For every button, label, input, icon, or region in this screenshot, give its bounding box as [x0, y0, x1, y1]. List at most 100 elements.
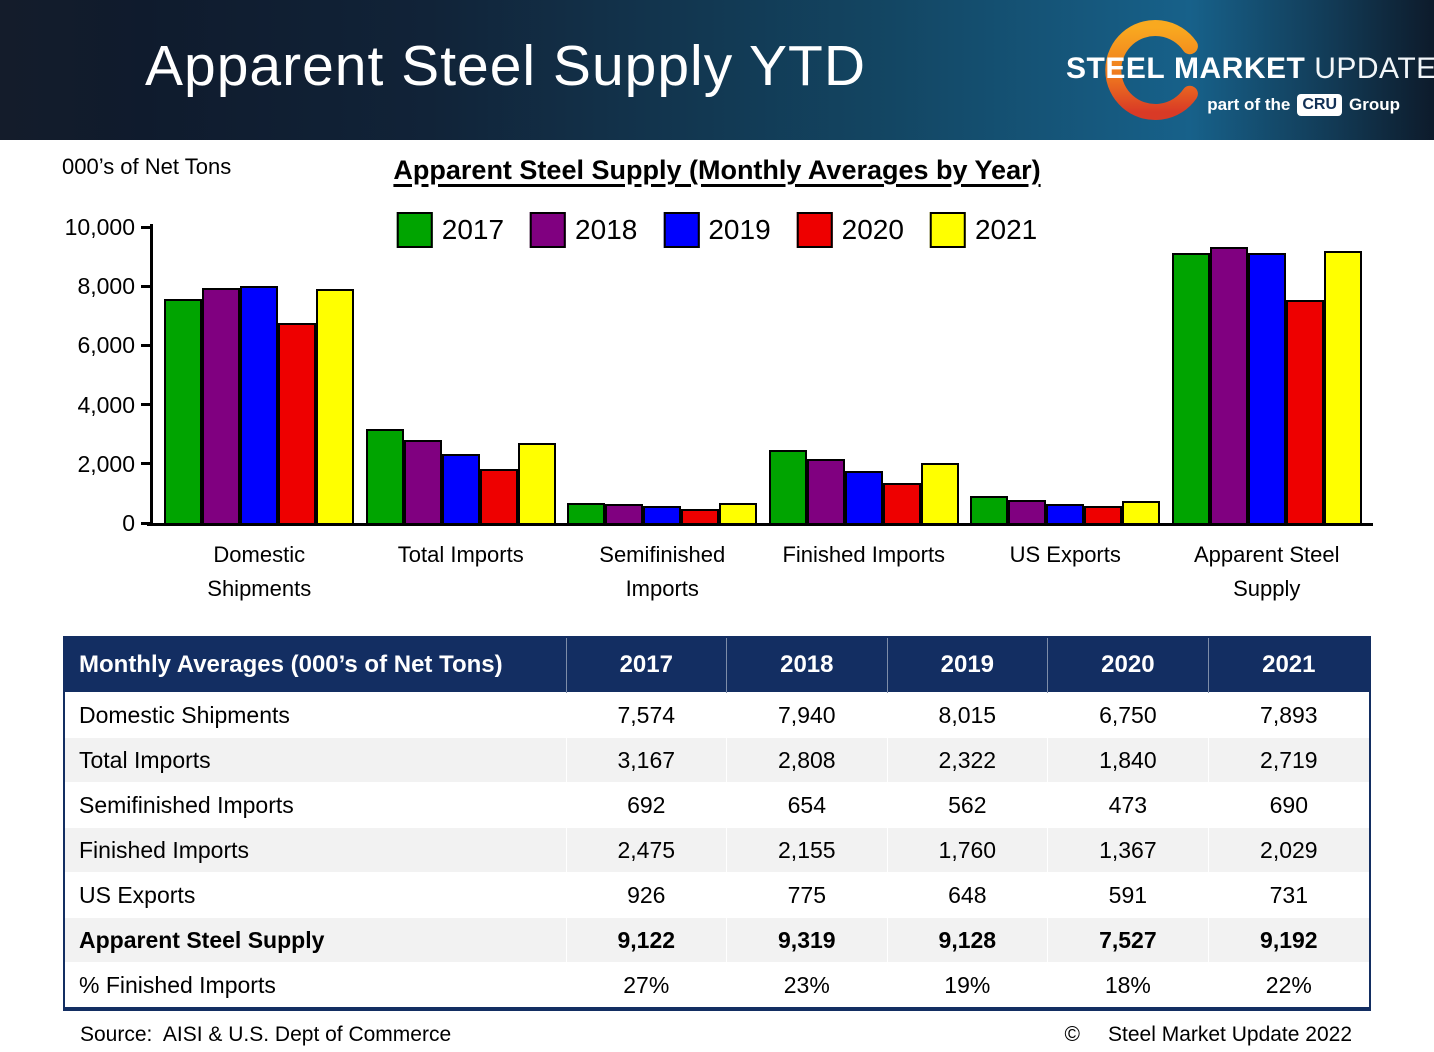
- y-tick-label: 6,000: [77, 332, 135, 359]
- bar-2021-semifinished-imports: [719, 502, 758, 523]
- row-label-cell: % Finished Imports: [63, 962, 567, 1010]
- value-cell-2019-finished-imports: 1,760: [886, 827, 1049, 873]
- bar-2019-finished-imports: [844, 470, 883, 523]
- copyright-symbol: ©: [1064, 1023, 1081, 1046]
- legend-swatch-2017: [396, 212, 433, 248]
- bar-group-finished-imports: [768, 227, 960, 523]
- bar-2020-total-imports: [479, 468, 518, 523]
- logo-steel-text: STEEL: [1066, 52, 1166, 85]
- value-cell-2020-apparent-steel-supply: 7,527: [1047, 917, 1209, 963]
- value-cell-2019-semifinished-imports: 562: [886, 782, 1049, 828]
- table-header-year-2018: 2018: [726, 637, 888, 693]
- bar-2017-apparent-steel-supply: [1171, 253, 1210, 523]
- logo-tagline-prefix: part of the: [1207, 95, 1291, 114]
- row-label-cell: US Exports: [63, 872, 567, 918]
- y-tick-mark: [141, 521, 150, 525]
- value-cell-2020-finished-imports: 18%: [1047, 962, 1209, 1010]
- bar-group-semifinished-imports: [567, 227, 758, 523]
- bar-2019-domestic-shipments: [240, 285, 279, 523]
- value-cell-2020-domestic-shipments: 6,750: [1047, 692, 1209, 738]
- value-cell-2020-us-exports: 591: [1047, 872, 1209, 918]
- footer-source: Source: AISI & U.S. Dept of Commerce: [80, 1023, 452, 1046]
- bar-2019-apparent-steel-supply: [1247, 252, 1286, 523]
- row-label-cell: Finished Imports: [63, 827, 567, 873]
- table-header-year-2017: 2017: [566, 637, 728, 693]
- value-cell-2020-finished-imports: 1,367: [1047, 827, 1209, 873]
- bar-2021-us-exports: [1122, 501, 1161, 523]
- table-row-total-imports: Total Imports 3,167 2,808 2,322 1,840 2,719: [63, 737, 1371, 783]
- table-row-finished-imports: Finished Imports 2,475 2,155 1,760 1,367 2,02…: [63, 827, 1371, 873]
- copyright-text: Steel Market Update 2022: [1108, 1023, 1352, 1046]
- bar-plot-area: [153, 227, 1372, 523]
- table-row-domestic-shipments: Domestic Shipments 7,574 7,940 8,015 6,750 7,…: [63, 692, 1371, 738]
- legend-label-2020: 2020: [841, 214, 904, 245]
- value-cell-2021-us-exports: 731: [1207, 872, 1371, 918]
- data-table: Monthly Averages (000’s of Net Tons) 2017…: [63, 636, 1371, 1011]
- x-axis-label-semifinished-imports: Semifinished Imports: [599, 542, 726, 601]
- y-tick-label: 10,000: [64, 214, 135, 240]
- table-header-row: Monthly Averages (000’s of Net Tons) 2017…: [64, 637, 1371, 693]
- legend-item-2018: 2018: [530, 212, 637, 248]
- y-tick-mark: [141, 343, 150, 347]
- legend-label-2018: 2018: [575, 214, 638, 245]
- value-cell-2018-finished-imports: 2,155: [726, 827, 888, 873]
- bar-2020-semifinished-imports: [681, 509, 720, 523]
- bar-2018-apparent-steel-supply: [1209, 247, 1248, 523]
- legend-label-2021: 2021: [974, 214, 1038, 245]
- value-cell-2019-finished-imports: 19%: [886, 962, 1049, 1010]
- value-cell-2021-domestic-shipments: 7,893: [1207, 692, 1371, 738]
- x-axis-label-apparent-steel-supply: Apparent Steel Supply: [1193, 542, 1340, 601]
- header-banner: Apparent Steel Supply YTD STEEL MARKET U…: [0, 0, 1434, 140]
- legend-swatch-2020: [796, 212, 833, 248]
- value-cell-2019-domestic-shipments: 8,015: [886, 692, 1049, 738]
- bar-2017-us-exports: [970, 495, 1009, 523]
- legend-item-2017: 2017: [396, 212, 504, 248]
- value-cell-2020-total-imports: 1,840: [1047, 737, 1209, 783]
- bar-2020-finished-imports: [882, 482, 921, 523]
- value-cell-2017-semifinished-imports: 692: [565, 782, 728, 828]
- value-cell-2019-us-exports: 648: [886, 872, 1049, 918]
- bar-2020-domestic-shipments: [278, 323, 317, 523]
- logo-group-text: Group: [1349, 95, 1400, 114]
- value-cell-2018-domestic-shipments: 7,940: [726, 692, 888, 738]
- table-header-year-2019: 2019: [887, 637, 1049, 693]
- bar-2018-total-imports: [403, 439, 442, 523]
- legend-item-2019: 2019: [663, 212, 771, 248]
- value-cell-2017-total-imports: 3,167: [565, 737, 728, 783]
- value-cell-2020-semifinished-imports: 473: [1047, 782, 1209, 828]
- legend-item-2021: 2021: [929, 212, 1038, 248]
- bar-2020-apparent-steel-supply: [1285, 300, 1324, 523]
- x-axis-labels: Domestic Shipments Total Imports Semifinis…: [153, 538, 1372, 606]
- row-label-cell: Apparent Steel Supply: [63, 917, 567, 963]
- value-cell-2019-total-imports: 2,322: [886, 737, 1049, 783]
- y-tick-mark: [141, 462, 150, 466]
- x-axis-label-total-imports: Total Imports: [397, 542, 524, 567]
- bar-group-total-imports: [365, 227, 557, 523]
- table-row-apparent-steel-supply: Apparent Steel Supply 9,122 9,319 9,128 7,52…: [63, 917, 1371, 963]
- bar-2019-total-imports: [441, 454, 480, 523]
- x-axis-label-finished-imports: Finished Imports: [782, 542, 946, 567]
- bar-2019-us-exports: [1046, 503, 1085, 523]
- logo-wordmark: STEEL MARKET UPDATE: [1066, 52, 1434, 86]
- bar-2021-total-imports: [517, 442, 556, 523]
- value-cell-2021-apparent-steel-supply: 9,192: [1207, 917, 1371, 963]
- bar-2018-us-exports: [1008, 500, 1047, 523]
- table-header-year-2020: 2020: [1047, 637, 1209, 693]
- value-cell-2018-total-imports: 2,808: [726, 737, 888, 783]
- value-cell-2021-semifinished-imports: 690: [1207, 782, 1371, 828]
- bar-2017-domestic-shipments: [164, 298, 203, 523]
- row-label-cell: Domestic Shipments: [63, 692, 567, 738]
- value-cell-2017-finished-imports: 2,475: [565, 827, 728, 873]
- y-tick-label: 2,000: [77, 450, 135, 477]
- x-axis-label-us-exports: US Exports: [1009, 542, 1121, 567]
- value-cell-2017-apparent-steel-supply: 9,122: [565, 917, 728, 963]
- x-axis-line: [147, 523, 1373, 526]
- y-tick-label: 0: [122, 510, 135, 536]
- chart-title: Apparent Steel Supply (Monthly Averages …: [393, 155, 1041, 185]
- row-label-cell: Total Imports: [63, 737, 567, 783]
- y-tick-label: 8,000: [77, 273, 135, 300]
- y-tick-mark: [141, 284, 150, 288]
- value-cell-2021-finished-imports: 22%: [1207, 962, 1371, 1010]
- value-cell-2021-finished-imports: 2,029: [1207, 827, 1371, 873]
